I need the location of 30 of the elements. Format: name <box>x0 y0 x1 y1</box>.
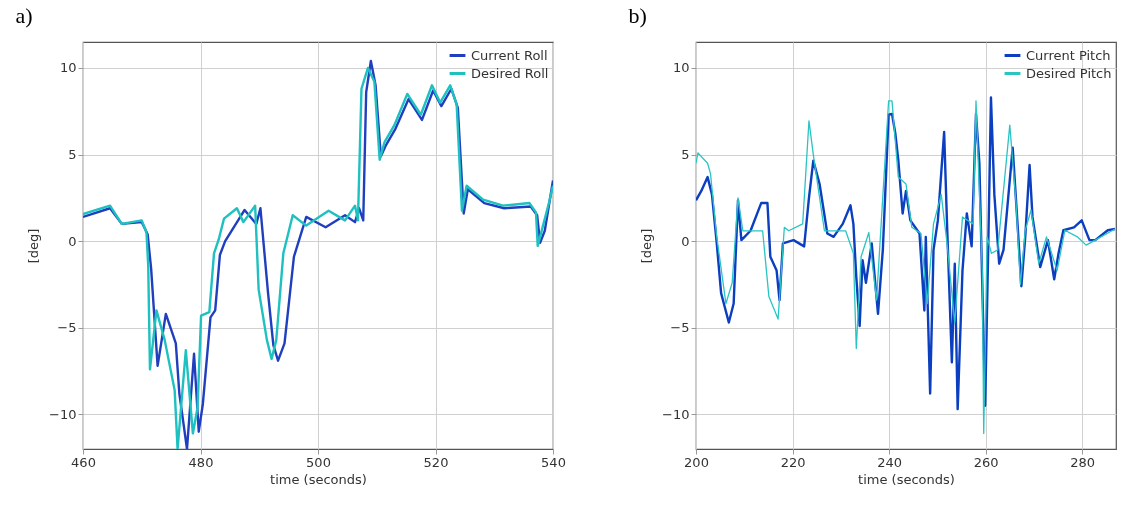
y-axis-title: [deg] <box>639 228 655 264</box>
y-axis-title: [deg] <box>26 228 42 264</box>
x-tick-label: 480 <box>188 454 214 470</box>
chart-title: a) <box>15 3 33 28</box>
x-axis-title: time (seconds) <box>858 471 955 487</box>
x-tick-label: 200 <box>684 454 709 470</box>
y-tick-label: −5 <box>57 320 77 336</box>
legend-label: Current Roll <box>471 47 548 63</box>
y-tick-label: −10 <box>662 406 690 422</box>
x-tick-label: 540 <box>541 454 566 470</box>
legend-label: Desired Roll <box>471 65 549 81</box>
legend-label: Desired Pitch <box>1026 65 1112 81</box>
y-tick-label: −5 <box>670 320 690 336</box>
chart-title: b) <box>628 3 647 28</box>
x-tick-label: 240 <box>877 454 903 470</box>
x-tick-label: 500 <box>306 454 331 470</box>
y-tick-label: 10 <box>59 60 77 76</box>
x-tick-label: 460 <box>71 454 96 470</box>
x-tick-label: 260 <box>973 454 999 470</box>
y-tick-label: 5 <box>68 147 77 163</box>
y-tick-label: 0 <box>681 233 690 249</box>
x-tick-label: 220 <box>780 454 806 470</box>
legend-label: Current Pitch <box>1026 47 1111 63</box>
x-axis-title: time (seconds) <box>270 471 367 487</box>
y-tick-label: 10 <box>672 60 690 76</box>
y-tick-label: 0 <box>68 233 77 249</box>
x-tick-label: 280 <box>1070 454 1096 470</box>
x-tick-label: 520 <box>423 454 449 470</box>
y-tick-label: 5 <box>681 147 690 163</box>
y-tick-label: −10 <box>49 406 77 422</box>
